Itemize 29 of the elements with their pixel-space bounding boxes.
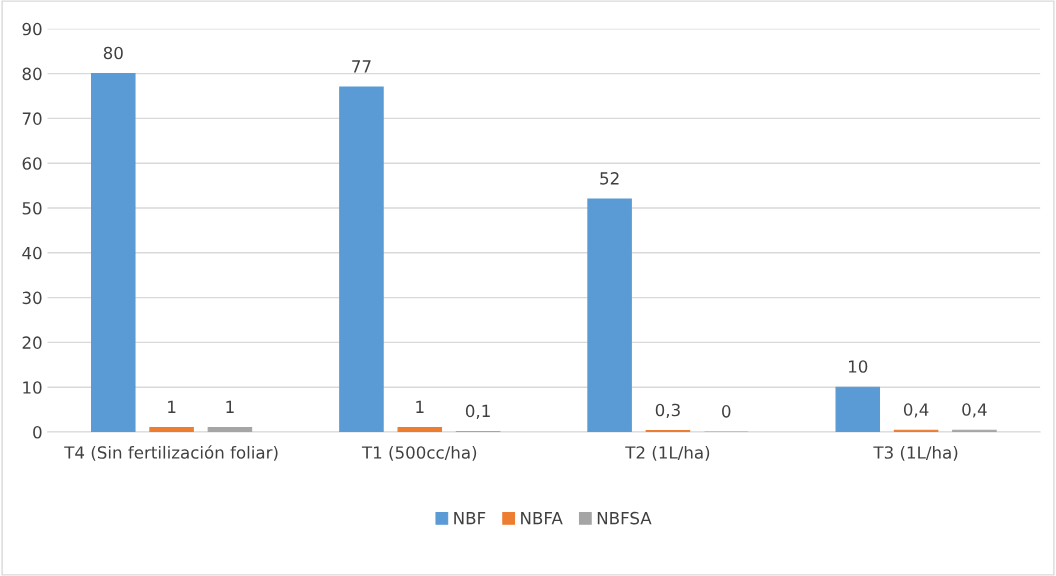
y-tick-label: 90	[22, 22, 42, 36]
data-label: 0,3	[655, 403, 680, 419]
y-tick-label: 50	[22, 201, 42, 215]
data-label: 80	[103, 46, 123, 60]
data-label: 52	[600, 172, 619, 185]
data-label: 77	[352, 60, 371, 73]
data-label: 0,1	[465, 404, 490, 419]
data-label: 1	[168, 400, 176, 413]
y-tick-label: 0	[33, 425, 42, 439]
data-label: 0,4	[962, 403, 987, 418]
x-tick-label: T4 (Sin fertilización foliar)	[64, 445, 278, 461]
data-label: 0,4	[903, 403, 929, 418]
x-tick-label: T1 (500cc/ha)	[361, 445, 477, 461]
x-tick-label: T3 (1L/ha)	[873, 445, 958, 461]
y-tick-label: 60	[22, 157, 42, 170]
y-tick-label: 70	[22, 112, 42, 125]
y-tick-label: 10	[23, 381, 42, 394]
data-label: 0	[722, 405, 731, 418]
legend-label: NBFSA	[597, 511, 652, 525]
legend-label: NBF	[454, 512, 486, 525]
data-label: 10	[848, 360, 868, 373]
y-tick-label: 80	[22, 67, 42, 81]
data-label: 1	[226, 400, 234, 413]
legend-label: NBFA	[521, 512, 563, 525]
x-tick-label: T2 (1L/ha)	[625, 445, 710, 461]
data-label: 1	[416, 400, 424, 413]
y-tick-label: 20	[22, 336, 42, 349]
y-tick-label: 30	[22, 291, 42, 305]
y-tick-label: 40	[22, 246, 42, 260]
